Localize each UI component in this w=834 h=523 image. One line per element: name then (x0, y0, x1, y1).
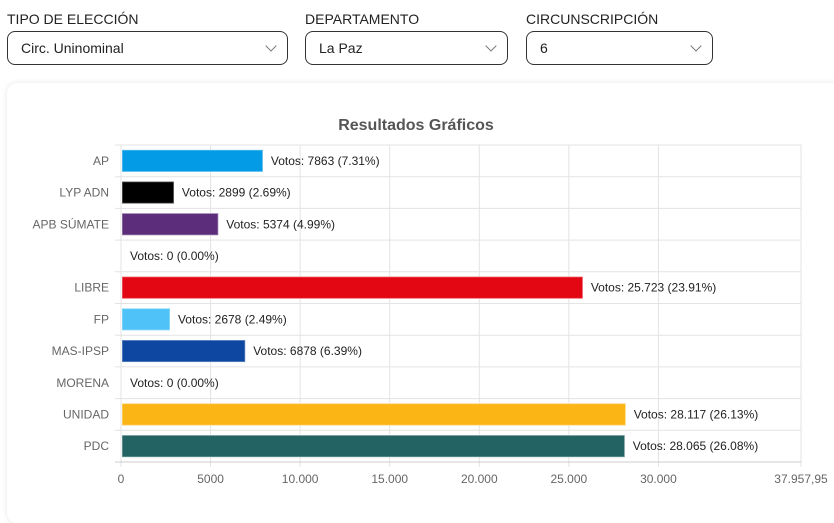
bar-unidad (121, 402, 627, 427)
select-value: La Paz (319, 40, 363, 56)
chart-title: Resultados Gráficos (338, 117, 494, 134)
bar-chart: Resultados Gráficos 0 5000 10.000 15.000 20.… (33, 117, 828, 486)
filter-departamento: DEPARTAMENTO La Paz (305, 10, 508, 65)
y-category-label: PDC (84, 439, 110, 453)
data-label: Votos: 2678 (2.49%) (178, 312, 287, 326)
bar-pdc (121, 434, 626, 458)
data-label: Votos: 25.723 (23.91%) (591, 281, 716, 295)
x-tick-label: 5000 (197, 472, 224, 486)
filter-label: CIRCUNSCRIPCIÓN (526, 11, 659, 27)
y-category-label: UNIDAD (63, 407, 109, 421)
x-tick-label: 37.957,95 (774, 472, 828, 486)
y-category-label: MAS-IPSP (52, 344, 109, 358)
filter-tipo-eleccion: TIPO DE ELECCIÓN Circ. Uninominal (7, 10, 288, 65)
data-label: Votos: 5374 (4.99%) (226, 217, 335, 231)
data-label: Votos: 2899 (2.69%) (182, 186, 291, 200)
y-category-label: LIBRE (74, 281, 109, 295)
filter-circunscripcion: CIRCUNSCRIPCIÓN 6 (526, 10, 713, 65)
y-category-label: APB SÚMATE (33, 216, 109, 231)
bar-mas-ipsp (121, 339, 246, 363)
departamento-select[interactable]: La Paz (305, 31, 508, 65)
x-tick-label: 20.000 (461, 472, 498, 486)
x-tick-label: 15.000 (371, 472, 408, 486)
tipo-eleccion-select[interactable]: Circ. Uninominal (7, 31, 288, 65)
x-tick-label: 30.000 (640, 472, 677, 486)
select-value: 6 (540, 40, 548, 56)
x-tick-label: 25.000 (551, 472, 588, 486)
data-label: Votos: 28.065 (26.08%) (633, 439, 758, 453)
y-category-label: MORENA (56, 376, 109, 390)
circunscripcion-select[interactable]: 6 (526, 31, 713, 65)
data-label: Votos: 28.117 (26.13%) (634, 407, 759, 421)
filter-label: TIPO DE ELECCIÓN (7, 11, 139, 27)
bar-libre (121, 275, 584, 300)
select-value: Circ. Uninominal (21, 40, 124, 56)
y-category-label: AP (93, 154, 109, 168)
data-label: Votos: 7863 (7.31%) (271, 154, 380, 168)
filter-label: DEPARTAMENTO (305, 11, 420, 27)
x-tick-label: 10.000 (282, 472, 319, 486)
data-label: Votos: 0 (0.00%) (130, 376, 219, 390)
y-category-label: LYP ADN (59, 186, 109, 200)
data-label: Votos: 0 (0.00%) (130, 249, 219, 263)
x-tick-label: 0 (118, 472, 125, 486)
y-category-label: FP (94, 312, 109, 326)
bar-fp (121, 307, 171, 332)
bar-apb-súmate (121, 212, 220, 236)
data-label: Votos: 6878 (6.39%) (253, 344, 362, 358)
bar-ap (121, 149, 264, 173)
bar-lyp-adn (121, 180, 175, 205)
